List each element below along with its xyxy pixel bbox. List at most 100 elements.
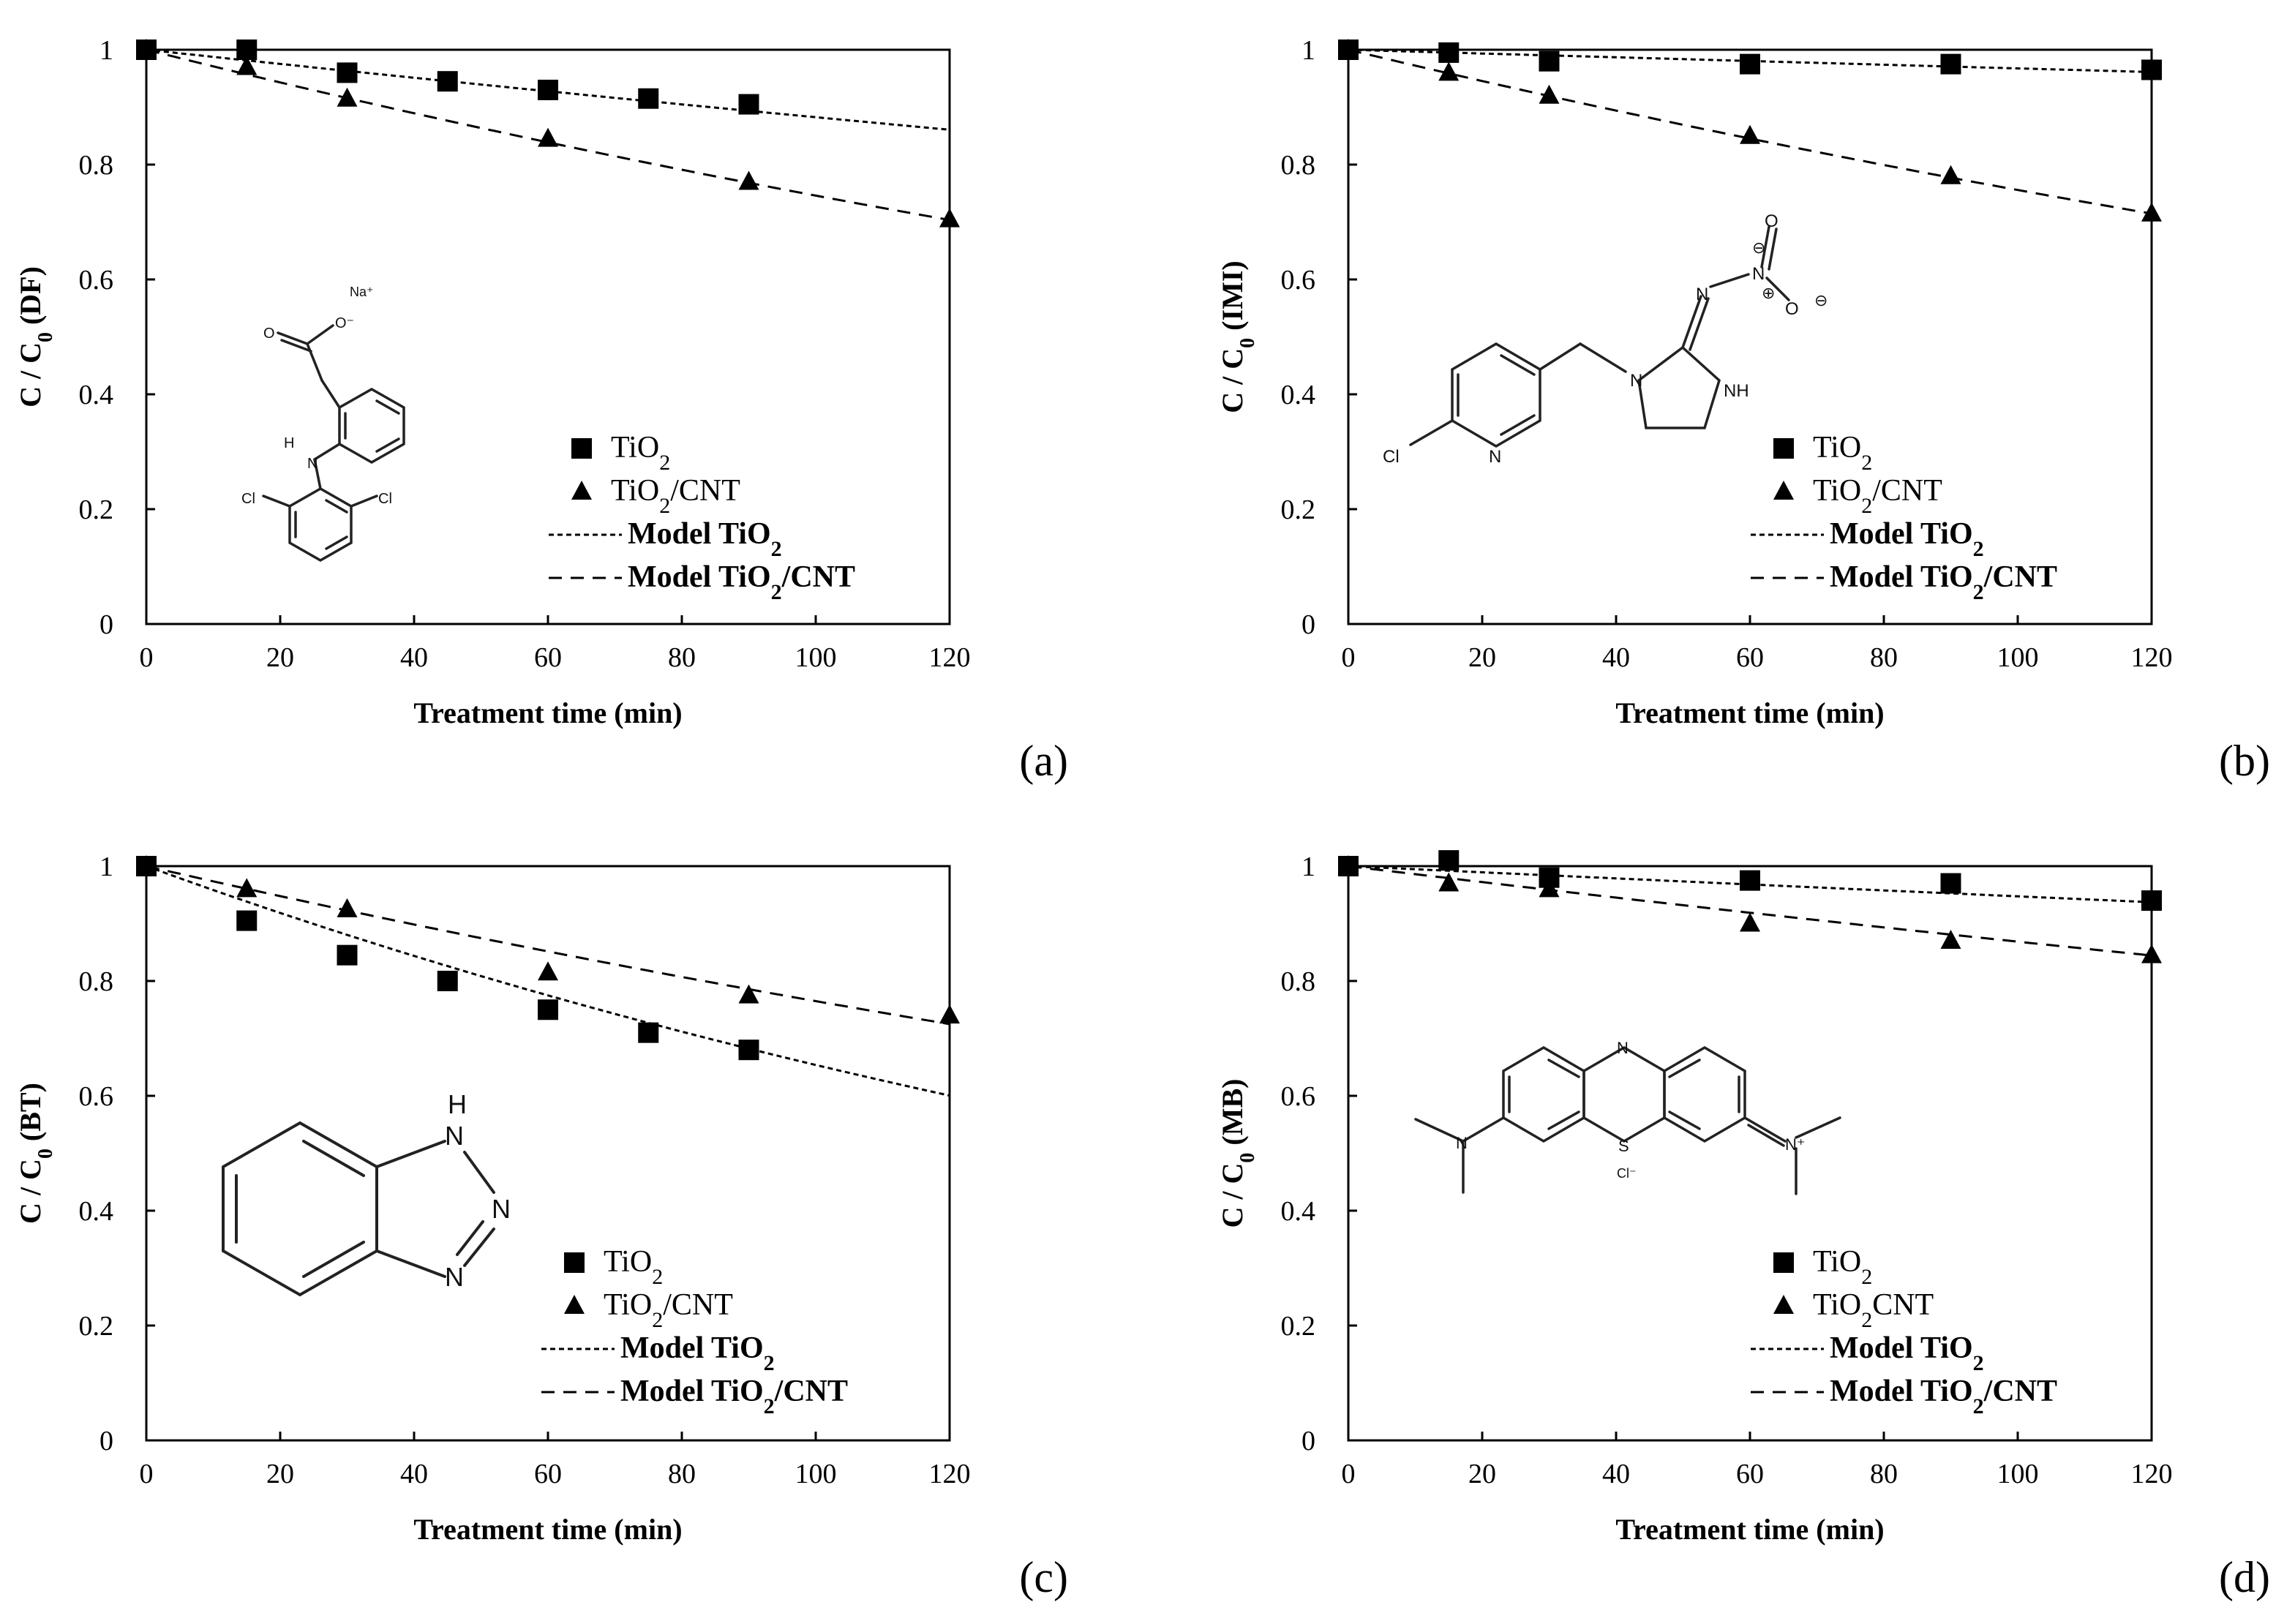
legend-marker-square xyxy=(1773,1252,1794,1273)
data-point-tio2-cnt xyxy=(538,961,558,981)
y-tick-label: 0.2 xyxy=(79,495,114,525)
data-point-tio2-cnt xyxy=(1740,124,1760,144)
molecule-c-atom-n3: N xyxy=(445,1262,464,1292)
y-tick-label: 0.4 xyxy=(79,1196,114,1227)
x-axis-title: Treatment time (min) xyxy=(413,1513,682,1546)
legend-label: TiO2/CNT xyxy=(611,474,740,518)
y-tick-label: 0.8 xyxy=(79,150,114,181)
x-axis-title: Treatment time (min) xyxy=(1615,1513,1884,1546)
molecule-d-atom-cl: Cl⁻ xyxy=(1617,1166,1637,1181)
legend-label-main: TiO xyxy=(1813,431,1861,465)
legend-label-main: Model TiO xyxy=(1830,560,1973,594)
molecule-b-atom-n-pyridine: N xyxy=(1489,447,1501,467)
legend-label-main: TiO xyxy=(611,431,659,465)
data-point-tio2 xyxy=(638,88,659,109)
data-point-tio2 xyxy=(337,944,358,966)
x-tick-label: 120 xyxy=(929,642,971,673)
legend-label: TiO2 xyxy=(604,1245,663,1289)
legend-label: TiO2 xyxy=(611,431,670,475)
data-point-tio2-cnt xyxy=(136,855,157,874)
data-point-tio2-cnt xyxy=(136,39,157,58)
data-point-tio2 xyxy=(538,79,558,100)
legend-label-sub: 2 xyxy=(1861,451,1872,475)
legend-label-main: TiO xyxy=(604,1245,652,1279)
y-axis-title-main: C / C xyxy=(14,1159,47,1224)
molecule-b-bonds xyxy=(1409,225,1790,448)
data-point-tio2-cnt xyxy=(939,208,960,228)
x-tick-label: 0 xyxy=(1342,642,1356,673)
legend-label: Model TiO2 xyxy=(1830,517,1984,561)
molecule-d: N S N N⁺ Cl⁻ xyxy=(1414,1039,1841,1195)
model-curve-tio2 xyxy=(1348,865,2152,903)
data-point-tio2-cnt xyxy=(538,127,558,147)
legend-label-sub: 2 xyxy=(764,1351,775,1375)
molecule-a-bonds xyxy=(262,324,405,563)
legend-label-sub: 2 xyxy=(764,1394,775,1418)
x-tick-label: 0 xyxy=(1342,1459,1356,1489)
data-point-tio2 xyxy=(236,910,258,931)
x-tick-label: 0 xyxy=(140,642,154,673)
panel-label: (a) xyxy=(1019,737,1068,785)
x-tick-label: 80 xyxy=(668,642,696,673)
data-point-tio2 xyxy=(1940,53,1961,75)
x-tick-label: 20 xyxy=(266,1459,294,1489)
molecule-a-atom-cl-left: Cl xyxy=(241,491,255,507)
y-axis-title: C / C0 (IMI) xyxy=(1216,260,1259,413)
y-axis-title-suffix: (DF) xyxy=(14,266,47,332)
legend-marker-triangle xyxy=(564,1295,585,1314)
data-point-tio2-cnt xyxy=(738,984,759,1004)
data-point-tio2 xyxy=(738,94,759,115)
molecule-d-atom-n-top: N xyxy=(1617,1039,1629,1057)
legend-label-main: TiO xyxy=(611,474,659,508)
y-axis-title-sub: 0 xyxy=(34,332,57,342)
molecule-c-atom-h: H xyxy=(448,1089,467,1119)
x-tick-label: 80 xyxy=(668,1459,696,1489)
molecule-b-charge-minus-1: ⊖ xyxy=(1752,238,1765,257)
y-tick-label: 0.6 xyxy=(1281,265,1316,296)
legend-label-main: TiO xyxy=(1813,474,1861,508)
legend-label-rest: /CNT xyxy=(663,1288,733,1322)
panel-label: (d) xyxy=(2219,1553,2270,1601)
y-axis-title-suffix: (IMI) xyxy=(1216,260,1249,338)
x-tick-label: 120 xyxy=(929,1459,971,1489)
legend-label-main: Model TiO xyxy=(628,517,771,551)
molecule-c-atom-n2: N xyxy=(492,1194,511,1224)
molecule-a-atom-n: N xyxy=(307,456,318,472)
legend-marker-triangle xyxy=(571,481,592,500)
data-point-tio2 xyxy=(437,971,458,991)
data-point-tio2-cnt xyxy=(236,878,258,898)
legend-label-sub: 2 xyxy=(771,580,782,604)
legend-label: Model TiO2/CNT xyxy=(1830,560,2057,604)
legend-label-sub: 2 xyxy=(771,537,782,561)
data-point-tio2 xyxy=(538,999,558,1020)
x-tick-label: 40 xyxy=(400,642,428,673)
molecule-c-bonds xyxy=(222,1121,495,1297)
data-point-tio2 xyxy=(1740,53,1760,75)
x-tick-label: 20 xyxy=(1468,1459,1496,1489)
model-curve-tio2-cnt xyxy=(146,48,950,222)
molecule-a-atom-o: O xyxy=(263,326,275,342)
data-point-tio2-cnt xyxy=(1338,855,1359,874)
legend-label: TiO2 xyxy=(1813,431,1872,475)
data-point-tio2-cnt xyxy=(738,170,759,190)
legend-label-main: Model TiO xyxy=(620,1375,764,1408)
legend-label-sub: 2 xyxy=(1861,1265,1872,1289)
y-tick-label: 0 xyxy=(99,609,113,640)
x-tick-label: 100 xyxy=(1997,642,2039,673)
x-tick-label: 0 xyxy=(140,1459,154,1489)
y-axis-title-sub: 0 xyxy=(34,1149,57,1159)
y-tick-label: 0 xyxy=(1301,1426,1315,1456)
data-point-tio2-cnt xyxy=(1438,872,1460,892)
molecule-b-charge-minus-2: ⊖ xyxy=(1814,291,1828,309)
molecule-b-charge-plus: ⊕ xyxy=(1762,284,1775,302)
y-tick-label: 1 xyxy=(99,35,113,66)
x-axis-title: Treatment time (min) xyxy=(1615,696,1884,729)
data-point-tio2-cnt xyxy=(2141,202,2162,222)
legend-marker-triangle xyxy=(1773,1295,1794,1314)
legend-label-main: Model TiO xyxy=(620,1331,764,1365)
panel-label: (c) xyxy=(1019,1553,1068,1601)
molecule-d-atom-n-left: N xyxy=(1456,1134,1468,1152)
legend-label-rest: /CNT xyxy=(1983,1375,2057,1408)
model-curve-tio2-cnt xyxy=(1348,48,2152,215)
